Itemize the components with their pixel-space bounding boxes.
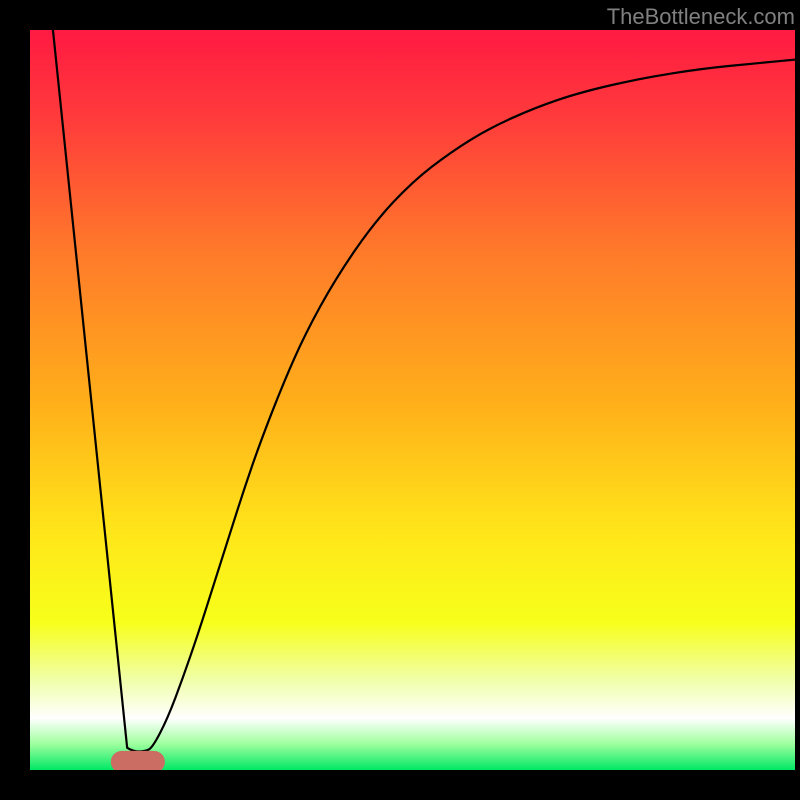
min-blob-marker (111, 751, 165, 770)
watermark-text: TheBottleneck.com (607, 4, 795, 30)
min-marker-group (111, 751, 165, 770)
plot-area (30, 30, 795, 770)
gradient-background (30, 30, 795, 770)
plot-svg (30, 30, 795, 770)
